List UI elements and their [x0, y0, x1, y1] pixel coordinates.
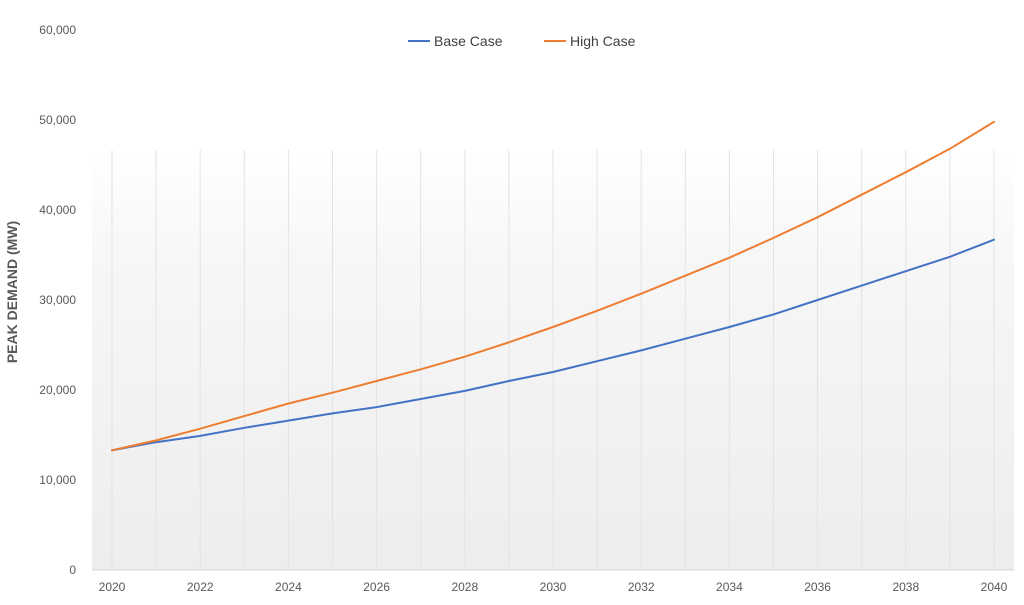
- x-tick-label: 2036: [804, 580, 831, 594]
- x-tick-label: 2032: [628, 580, 655, 594]
- x-tick-label: 2030: [540, 580, 567, 594]
- series-line-high-case: [111, 120, 995, 452]
- x-tick-label: 2040: [981, 580, 1008, 594]
- y-axis-label: PEAK DEMAND (MW): [4, 221, 20, 363]
- x-tick-label: 2028: [451, 580, 478, 594]
- x-tick-label: 2020: [99, 580, 126, 594]
- y-tick-label: 20,000: [39, 383, 76, 397]
- x-tick-label: 2022: [187, 580, 214, 594]
- y-tick-label: 30,000: [39, 293, 76, 307]
- y-tick-label: 0: [69, 563, 76, 577]
- legend-label-base-case: Base Case: [434, 33, 503, 49]
- y-axis-ticks: 0 10,000 20,000 30,000 40,000 50,000 60,000: [39, 23, 76, 577]
- x-tick-label: 2026: [363, 580, 390, 594]
- series-lines: [111, 120, 995, 452]
- x-tick-label: 2034: [716, 580, 743, 594]
- legend: Base Case High Case: [408, 33, 636, 49]
- x-axis-ticks: 2020 2022 2024 2026 2028 2030 2032 2034 2036 2038…: [99, 580, 1008, 594]
- series-line-base-case: [111, 238, 995, 452]
- vertical-gridlines: [111, 150, 995, 570]
- y-tick-label: 50,000: [39, 113, 76, 127]
- legend-label-high-case: High Case: [570, 33, 636, 49]
- y-tick-label: 10,000: [39, 473, 76, 487]
- y-tick-label: 40,000: [39, 203, 76, 217]
- y-tick-label: 60,000: [39, 23, 76, 37]
- x-tick-label: 2024: [275, 580, 302, 594]
- x-tick-label: 2038: [892, 580, 919, 594]
